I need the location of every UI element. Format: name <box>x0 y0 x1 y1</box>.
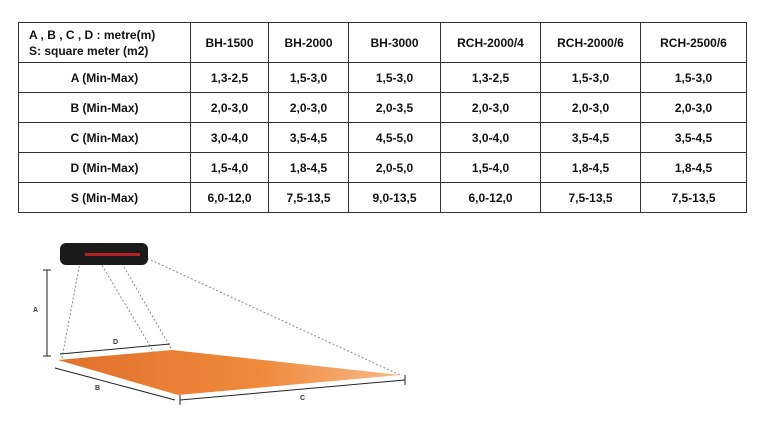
header-row: A , B , C , D : metre(m) S: square meter … <box>18 22 747 63</box>
diagram: A D B C <box>33 243 406 405</box>
spec-table: A , B , C , D : metre(m) S: square meter … <box>18 22 747 213</box>
cell: 1,5-3,0 <box>540 62 641 93</box>
heater-element <box>85 253 140 256</box>
cell: 3,0-4,0 <box>440 122 541 153</box>
cell: 1,5-3,0 <box>640 62 747 93</box>
table-row: C (Min-Max) 3,0-4,0 3,5-4,5 4,5-5,0 3,0-4,0 3… <box>18 122 747 153</box>
cell: 9,0-13,5 <box>348 182 441 213</box>
corner-line: A , B , C , D : metre(m) <box>29 27 156 42</box>
cell: 6,0-12,0 <box>190 182 269 213</box>
table-body: A (Min-Max) 1,3-2,5 1,5-3,0 1,5-3,0 1,3-2,5 1… <box>18 62 747 213</box>
label-d: D <box>113 339 118 346</box>
table-row: A (Min-Max) 1,3-2,5 1,5-3,0 1,5-3,0 1,3-2,5 1… <box>18 62 747 93</box>
cell: 1,8-4,5 <box>268 152 349 183</box>
column-header: RCH-2000/4 <box>440 22 541 63</box>
cell: 7,5-13,5 <box>640 182 747 213</box>
cell: 2,0-3,0 <box>440 92 541 123</box>
row-label: C (Min-Max) <box>18 122 191 153</box>
beam-lines <box>61 254 401 394</box>
cell: 2,0-3,0 <box>190 92 269 123</box>
corner-line: S: square meter (m2) <box>29 43 149 58</box>
cell: 2,0-3,0 <box>640 92 747 123</box>
column-header: BH-3000 <box>348 22 441 63</box>
cell: 2,0-3,0 <box>268 92 349 123</box>
column-header: RCH-2500/6 <box>640 22 747 63</box>
cell: 2,0-3,0 <box>540 92 641 123</box>
cell: 2,0-3,5 <box>348 92 441 123</box>
column-header: BH-1500 <box>190 22 269 63</box>
cell: 1,8-4,5 <box>640 152 747 183</box>
cell: 1,3-2,5 <box>190 62 269 93</box>
cell: 7,5-13,5 <box>540 182 641 213</box>
row-label: A (Min-Max) <box>18 62 191 93</box>
cell: 1,5-3,0 <box>268 62 349 93</box>
table-row: B (Min-Max) 2,0-3,0 2,0-3,0 2,0-3,5 2,0-3,0 2… <box>18 92 747 123</box>
column-header: BH-2000 <box>268 22 349 63</box>
cell: 3,0-4,0 <box>190 122 269 153</box>
row-label: B (Min-Max) <box>18 92 191 123</box>
cell: 6,0-12,0 <box>440 182 541 213</box>
row-label: D (Min-Max) <box>18 152 191 183</box>
cell: 4,5-5,0 <box>348 122 441 153</box>
cell: 3,5-4,5 <box>640 122 747 153</box>
label-b: B <box>95 385 100 392</box>
cell: 3,5-4,5 <box>540 122 641 153</box>
cell: 2,0-5,0 <box>348 152 441 183</box>
label-a: A <box>33 307 38 314</box>
cell: 1,8-4,5 <box>540 152 641 183</box>
cell: 1,5-4,0 <box>440 152 541 183</box>
column-header: RCH-2000/6 <box>540 22 641 63</box>
table-row: S (Min-Max) 6,0-12,0 7,5-13,5 9,0-13,5 6,0-1… <box>18 182 747 213</box>
label-c: C <box>300 395 305 402</box>
cell: 1,5-3,0 <box>348 62 441 93</box>
cell: 1,5-4,0 <box>190 152 269 183</box>
cell: 7,5-13,5 <box>268 182 349 213</box>
cell: 1,3-2,5 <box>440 62 541 93</box>
heated-area <box>58 350 400 395</box>
corner-cell: A , B , C , D : metre(m) S: square meter … <box>18 22 191 63</box>
dimension-lines <box>43 269 406 405</box>
table-row: D (Min-Max) 1,5-4,0 1,8-4,5 2,0-5,0 1,5-4,0 1… <box>18 152 747 183</box>
cell: 3,5-4,5 <box>268 122 349 153</box>
row-label: S (Min-Max) <box>18 182 191 213</box>
